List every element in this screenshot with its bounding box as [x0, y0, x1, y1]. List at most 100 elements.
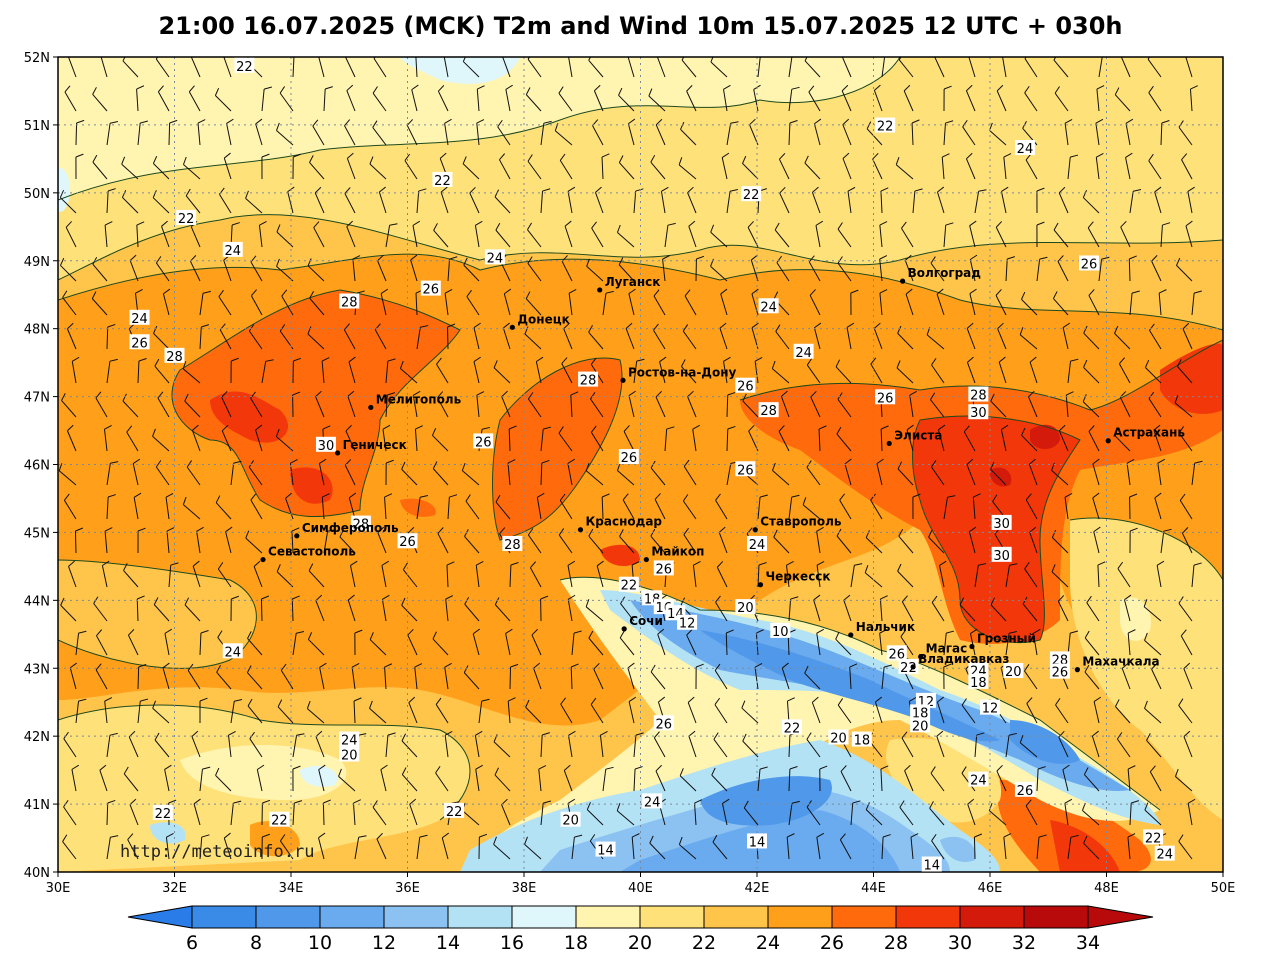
wind-barb-feather — [291, 527, 300, 532]
wind-barb-feather — [729, 188, 738, 192]
wind-barb — [962, 126, 976, 146]
wind-barb — [778, 431, 790, 452]
wind-barb-feather — [970, 254, 978, 260]
longitude-label: 48E — [1094, 881, 1119, 896]
wind-barb — [106, 837, 111, 860]
wind-barb — [835, 638, 852, 656]
wind-barb-feather — [477, 85, 485, 90]
wind-barb — [137, 666, 140, 690]
wind-barb — [527, 229, 542, 248]
wind-barb — [374, 329, 387, 350]
wind-barb-feather — [870, 493, 876, 501]
wind-barb-feather — [251, 289, 257, 297]
wind-barb — [91, 298, 108, 316]
wind-barb-feather — [377, 526, 385, 533]
wind-barb-feather — [153, 325, 158, 334]
wind-barb-feather — [475, 730, 483, 736]
wind-barb-feather — [314, 186, 322, 194]
wind-barb — [726, 428, 729, 452]
wind-barb-feather — [123, 766, 129, 775]
wind-barb-feather — [276, 122, 280, 131]
wind-barb-feather — [683, 459, 690, 467]
wind-barb — [657, 634, 666, 656]
wind-barb — [664, 225, 669, 248]
wind-barb — [969, 259, 976, 282]
wind-barb — [995, 295, 1007, 316]
wind-barb — [466, 296, 480, 316]
wind-barb — [936, 701, 945, 724]
wind-barb — [412, 225, 418, 248]
wind-barb-feather — [1185, 220, 1193, 227]
wind-barb-feather — [494, 597, 500, 605]
wind-barb — [903, 90, 914, 112]
wind-barb — [322, 802, 325, 826]
wind-barb — [535, 361, 542, 384]
wind-barb-feather — [619, 630, 625, 639]
isotherm-label: 20 — [341, 749, 358, 764]
wind-barb — [1178, 841, 1193, 860]
isotherm-label-bg — [222, 643, 243, 659]
wind-barb — [1000, 191, 1007, 214]
wind-barb-feather — [369, 156, 374, 165]
wind-barb — [904, 770, 914, 792]
wind-barb — [287, 191, 294, 214]
wind-barb — [648, 95, 666, 112]
wind-barb-feather — [1179, 493, 1186, 501]
wind-barb — [743, 807, 759, 826]
wind-barb-feather — [199, 697, 208, 702]
wind-barb-feather — [680, 121, 685, 130]
isotherm-label: 26 — [737, 380, 754, 395]
wind-barb-feather — [567, 458, 575, 464]
wind-barb-feather — [662, 255, 670, 260]
wind-barb — [1005, 735, 1010, 758]
wind-barb — [910, 837, 914, 860]
wind-barb — [1053, 59, 1069, 78]
wind-barb — [291, 531, 294, 554]
wind-barb — [726, 394, 729, 418]
wind-barb — [1065, 395, 1069, 418]
wind-barb — [564, 225, 573, 248]
wind-barb-feather — [879, 255, 888, 260]
wind-barb-feather — [1051, 530, 1057, 538]
wind-barb-feather — [1025, 493, 1032, 501]
isotherm-label-bg — [741, 186, 762, 202]
city-dot — [294, 533, 300, 539]
wind-barb — [307, 265, 325, 282]
wind-barb-feather — [558, 528, 565, 536]
wind-barb-feather — [231, 357, 239, 362]
isotherm-label: 30 — [993, 549, 1010, 564]
wind-barb-feather — [95, 663, 102, 671]
wind-barb-feather — [58, 463, 63, 471]
isotherm-label-bg — [747, 833, 767, 849]
latitude-label: 45N — [24, 526, 50, 541]
wind-barb-feather — [1051, 462, 1055, 471]
wind-barb — [104, 701, 108, 724]
wind-barb — [563, 770, 573, 792]
wind-barb-feather — [943, 85, 952, 90]
wind-barb — [184, 400, 201, 418]
city-label: Мелитополь — [376, 392, 462, 406]
wind-barb — [540, 803, 544, 826]
wind-barb-feather — [214, 87, 220, 96]
wind-barb-feather — [936, 730, 944, 737]
wind-barb-feather — [536, 356, 544, 362]
wind-barb — [315, 736, 325, 758]
wind-barb-feather — [444, 118, 452, 124]
wind-barb — [816, 633, 821, 656]
wind-barb-feather — [1086, 595, 1092, 603]
wind-barb-feather — [322, 493, 330, 498]
city-label: Астрахань — [1113, 426, 1185, 440]
wind-barb-feather — [542, 732, 550, 736]
wind-barb — [309, 297, 325, 316]
wind-barb-feather — [559, 153, 566, 161]
wind-barb — [1129, 191, 1134, 214]
colorbar-label: 30 — [948, 932, 972, 954]
wind-barb — [152, 707, 170, 724]
wind-barb-feather — [1021, 427, 1026, 436]
wind-barb — [1054, 92, 1069, 112]
wind-barb-feather — [746, 527, 753, 535]
wind-barb — [62, 841, 77, 860]
wind-barb — [432, 435, 449, 452]
wind-barb-feather — [854, 563, 863, 566]
